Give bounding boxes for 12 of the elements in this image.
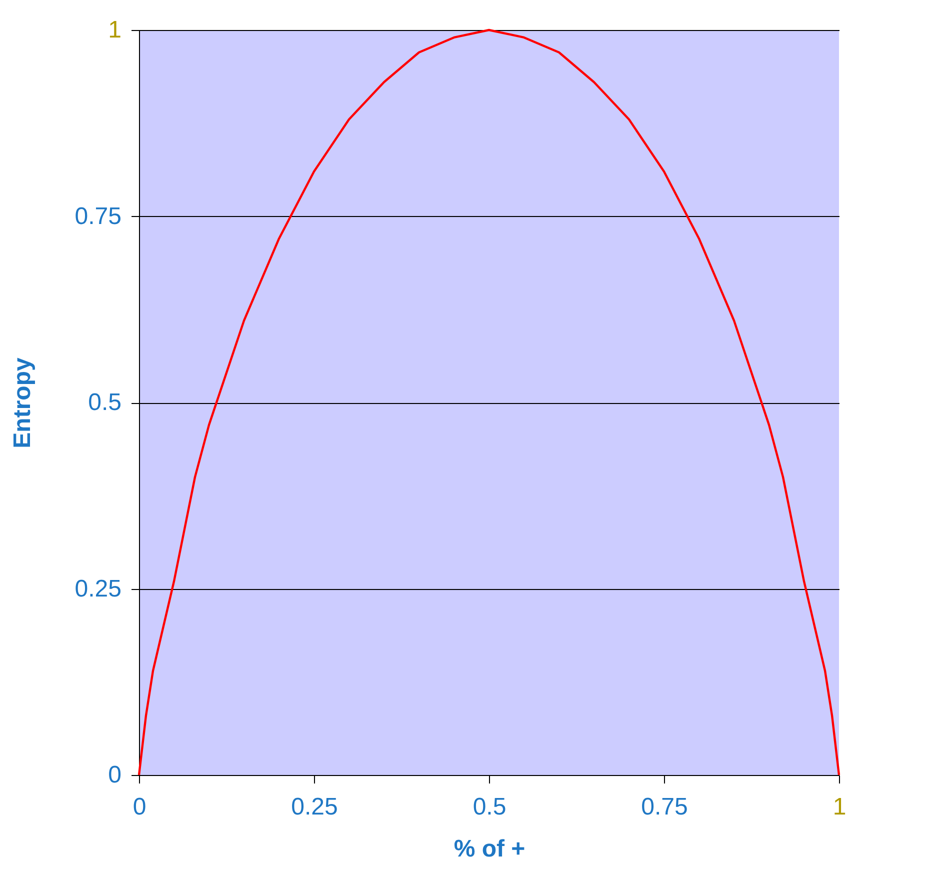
x-axis-title: % of + <box>454 836 526 862</box>
y-tick-label: 0.25 <box>74 575 122 602</box>
x-tick-label: 0.5 <box>472 794 506 820</box>
y-tick-label: 0.5 <box>88 389 122 416</box>
x-tick-label: 0 <box>132 794 146 820</box>
x-tick-label: 0.25 <box>291 794 338 820</box>
x-tick-label: 0.75 <box>641 794 688 820</box>
x-tick-label: 1 <box>832 794 846 820</box>
y-tick-label: 0 <box>108 762 122 788</box>
y-tick-label: 0.75 <box>74 202 122 230</box>
y-axis-title: Entropy <box>8 357 36 448</box>
y-tick-label: 1 <box>108 16 122 44</box>
